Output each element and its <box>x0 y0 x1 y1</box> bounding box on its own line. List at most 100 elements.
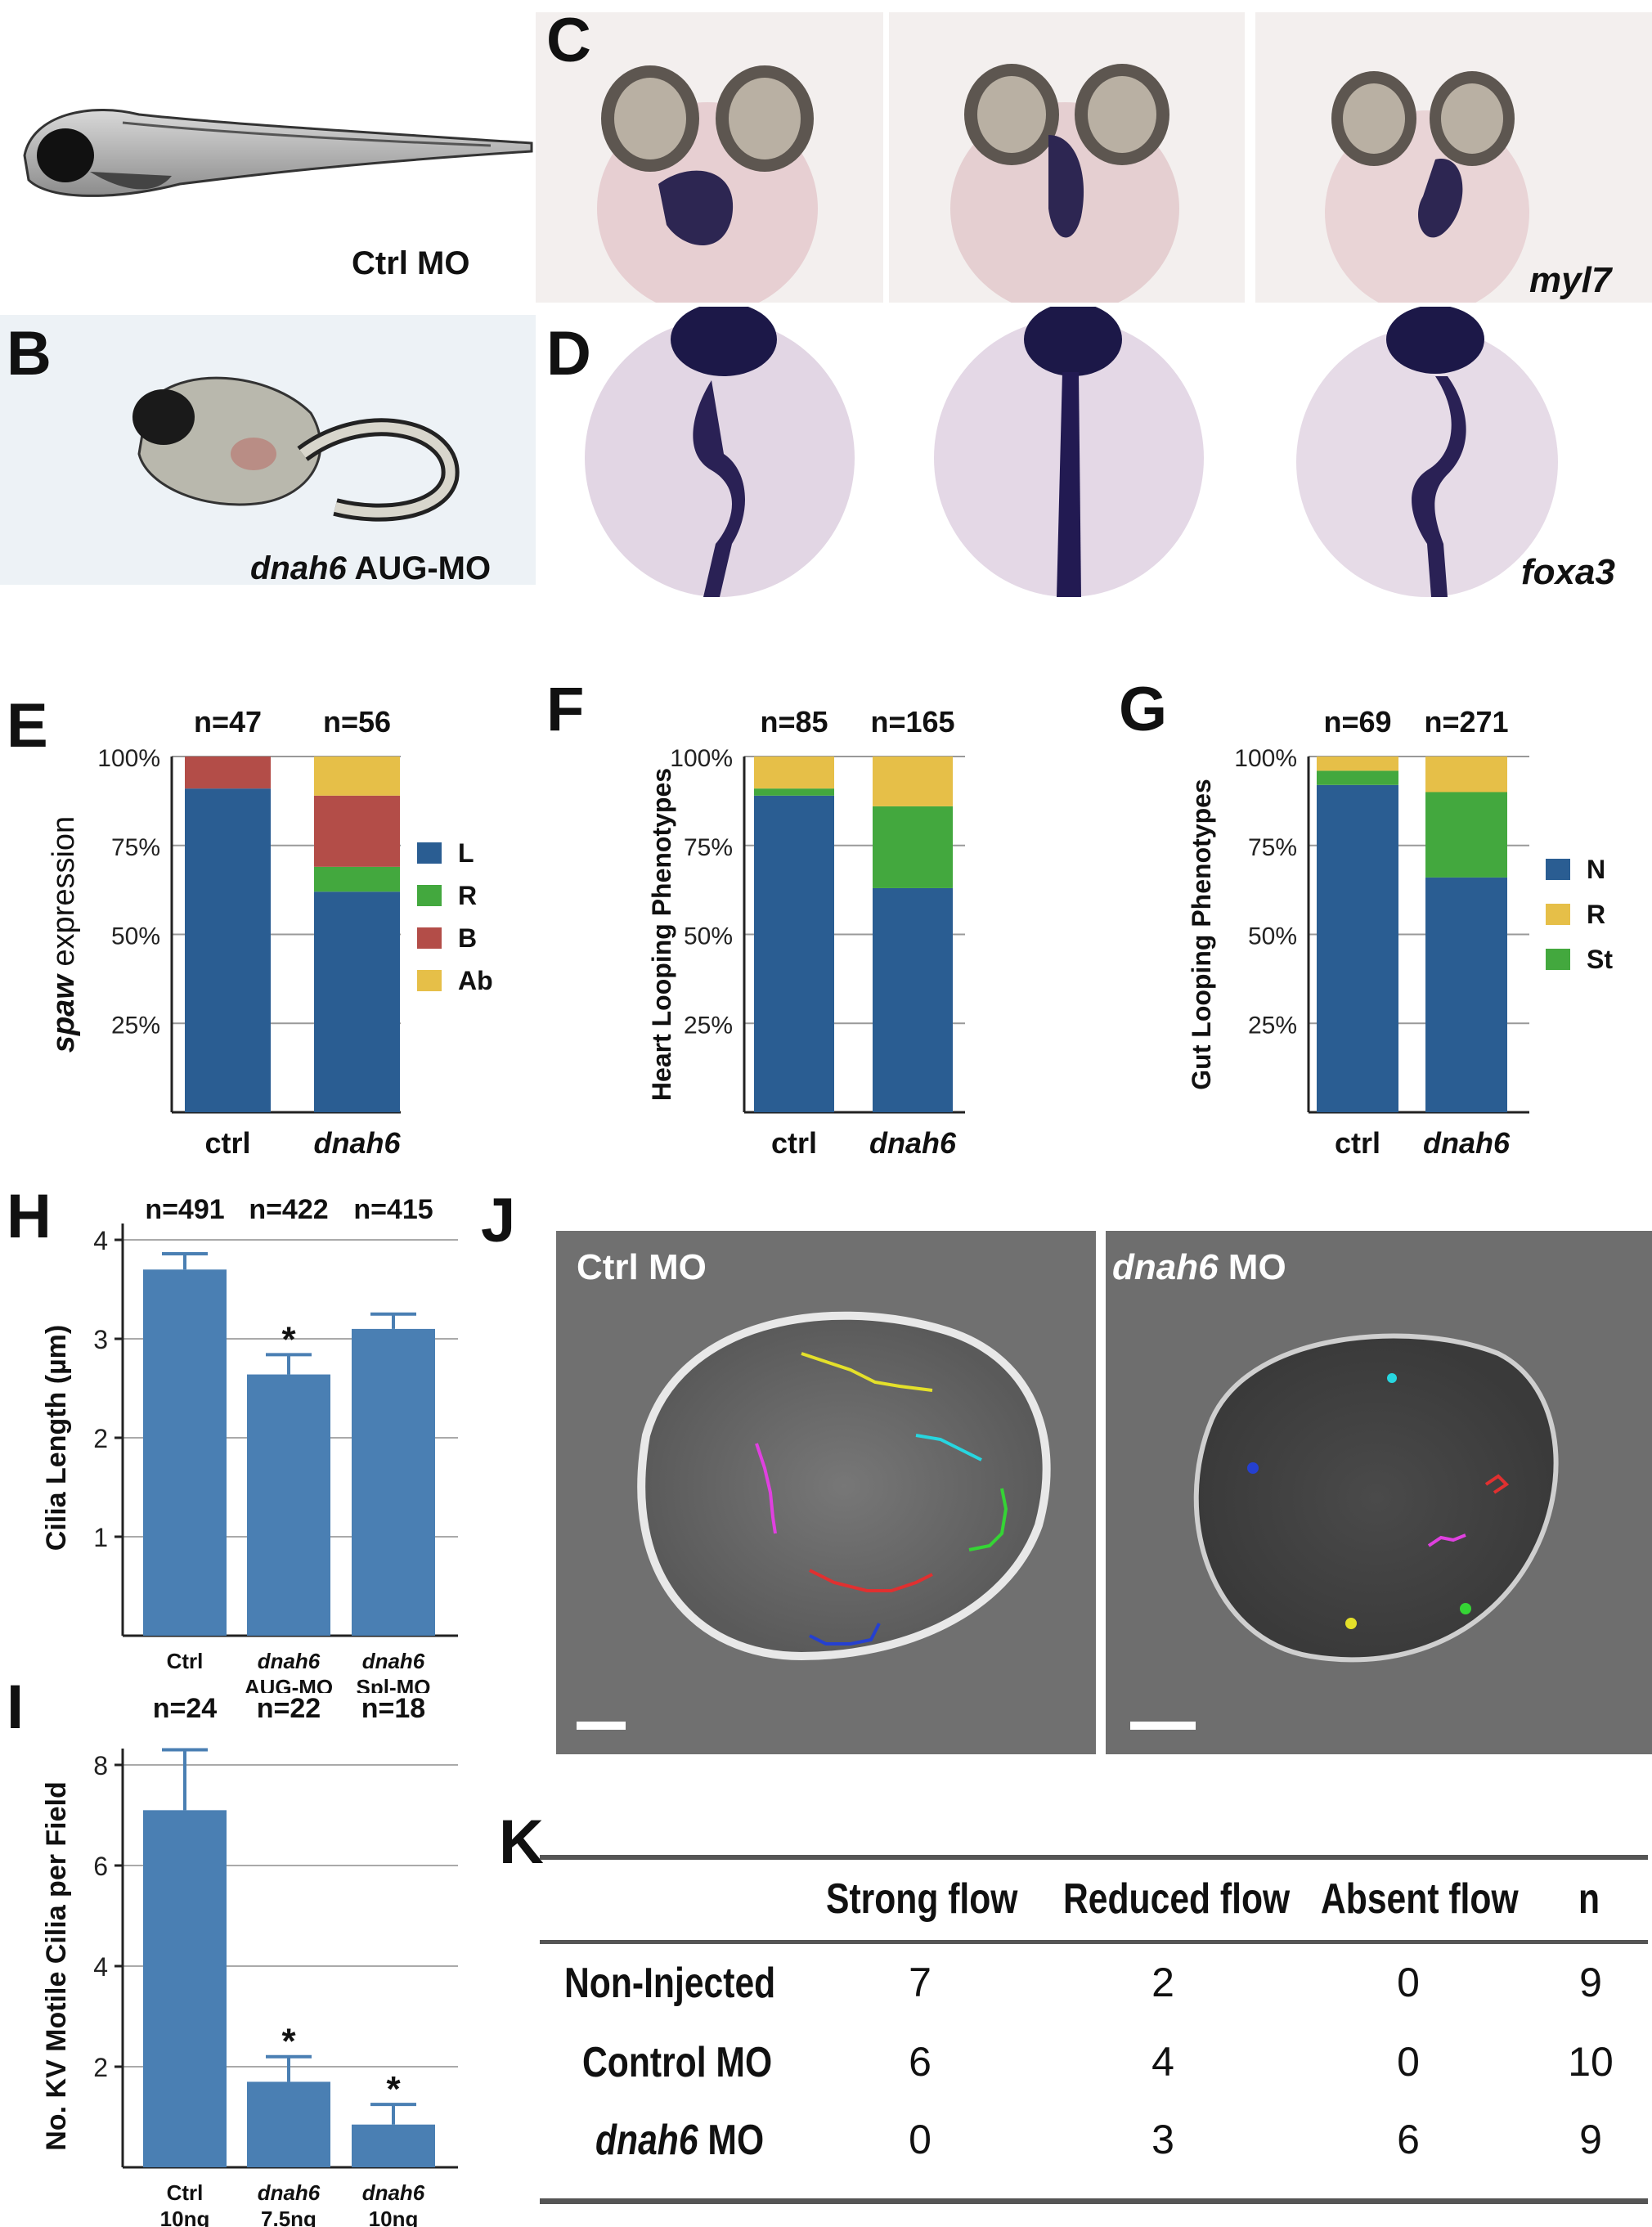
n-label: n=271 <box>1424 705 1508 739</box>
n-label: n=18 <box>361 1693 425 1724</box>
n-label: n=422 <box>249 1194 328 1225</box>
n-label: n=22 <box>257 1693 321 1724</box>
bar <box>247 2081 330 2167</box>
y-tick-label: 3 <box>93 1325 108 1354</box>
panel-label-h: H <box>7 1182 52 1251</box>
cell-control-reduced: 4 <box>1151 2039 1174 2085</box>
cell-noninjected-n: 9 <box>1579 1960 1602 2005</box>
row-label-dnah6-mo: dnah6 MO <box>595 2116 764 2165</box>
y-label-text: expression <box>47 816 81 975</box>
cell-noninjected-absent: 0 <box>1397 1960 1420 2005</box>
panel-label-f: F <box>546 675 585 744</box>
panel-label-d: D <box>546 319 591 388</box>
y-tick-label: 50% <box>1248 923 1297 950</box>
dnah6-aug-mo-caption: dnah6 AUG-MO <box>250 550 491 587</box>
foxa3-label: foxa3 <box>1521 552 1615 592</box>
j-dnah6-gene: dnah6 <box>1112 1247 1219 1287</box>
y-tick-label: 50% <box>684 923 733 950</box>
significance-asterisk: * <box>281 2022 296 2062</box>
col-header-n: n <box>1578 1875 1600 1923</box>
y-tick-label: 4 <box>93 1226 108 1255</box>
kv-ctrl-micrograph <box>556 1231 1096 1754</box>
col-header-reduced-flow: Reduced flow <box>1063 1875 1291 1923</box>
n-label: n=47 <box>194 705 262 739</box>
cell-control-absent: 0 <box>1397 2039 1420 2085</box>
x-category-label: Spl-MO <box>357 1675 431 1693</box>
stacked-bar-segment <box>1425 792 1507 878</box>
panel-label-c: C <box>546 6 591 75</box>
stacked-bar-segment <box>1425 877 1507 1112</box>
j-ctrl-mo-label: Ctrl MO <box>577 1247 707 1287</box>
dnah6-gene-name: dnah6 <box>250 550 347 586</box>
stacked-bar-segment <box>1317 770 1398 785</box>
n-label: n=24 <box>153 1693 218 1724</box>
chart-i: 2468n=24Ctrl10ng*n=22dnah67.5ng*n=18dnah… <box>41 1693 458 2227</box>
stacked-bar-segment <box>1317 757 1398 771</box>
y-tick-label: 8 <box>93 1751 108 1780</box>
y-tick-label: 1 <box>93 1523 108 1552</box>
legend-swatch <box>417 842 442 864</box>
panel-label-g: G <box>1119 675 1168 744</box>
bar <box>247 1374 330 1636</box>
row-label-control-mo: Control MO <box>582 2039 773 2086</box>
row-dnah6-suffix: MO <box>698 2117 765 2164</box>
legend-label: B <box>458 923 477 953</box>
x-category-label: dnah6 <box>869 1126 957 1160</box>
col-header-strong-flow: Strong flow <box>826 1875 1018 1923</box>
ctrl-embryo-photo <box>0 8 536 335</box>
cell-control-strong: 6 <box>909 2039 931 2085</box>
aug-mo-text: AUG-MO <box>346 550 492 586</box>
n-label: n=85 <box>760 705 828 739</box>
legend-label: R <box>1587 900 1605 929</box>
n-label: n=69 <box>1323 705 1391 739</box>
chart-e: 25% 50% 75% 100% ctrl n=47 dnah6 n=56 spaw expre… <box>47 705 493 1160</box>
x-category-label: dnah6 <box>1423 1126 1511 1160</box>
y-tick-label: 25% <box>684 1012 733 1039</box>
legend-swatch <box>417 970 442 991</box>
y-label-gene: spaw <box>47 973 81 1053</box>
y-tick-label: 50% <box>111 923 160 950</box>
stacked-bar-segment <box>185 757 271 789</box>
y-axis-label: Cilia Length (µm) <box>41 1325 72 1551</box>
stacked-bar-segment <box>754 757 834 789</box>
stacked-bar-segment <box>314 866 400 892</box>
x-category-label: AUG-MO <box>245 1675 333 1693</box>
table-top-rule <box>540 1855 1648 1860</box>
foxa3-photo-1 <box>536 307 883 597</box>
panel-label-b: B <box>7 319 52 388</box>
bar <box>143 1810 227 2167</box>
row-dnah6-gene: dnah6 <box>595 2117 698 2164</box>
y-axis-label: No. KV Motile Cilia per Field <box>41 1781 72 2151</box>
legend-label: St <box>1587 945 1613 974</box>
y-tick-label: 2 <box>93 2053 108 2082</box>
panel-label-j: J <box>481 1186 516 1255</box>
x-category-label: dnah6 <box>258 2180 321 2205</box>
x-category-label: 10ng <box>369 2207 419 2227</box>
myl7-label: myl7 <box>1529 260 1612 300</box>
y-tick-label: 100% <box>1234 745 1297 772</box>
legend-swatch <box>417 885 442 906</box>
significance-asterisk: * <box>281 1319 296 1359</box>
bar <box>143 1269 227 1636</box>
y-tick-label: 75% <box>684 834 733 861</box>
stacked-bar-segment <box>185 788 271 1112</box>
legend-label: R <box>458 881 477 910</box>
panel-label-k: K <box>499 1807 544 1877</box>
j-mo-text: MO <box>1218 1247 1286 1287</box>
y-axis-label: spaw expression <box>47 816 81 1053</box>
cell-dnah6-strong: 0 <box>909 2117 931 2162</box>
legend-swatch <box>1546 859 1570 880</box>
x-category-label: ctrl <box>771 1126 817 1160</box>
bar <box>352 2124 435 2167</box>
chart-f: 25% 50% 75% 100% ctrl n=85 dnah6 n=165 Heart Loo… <box>647 705 965 1160</box>
y-axis-label: Heart Looping Phenotypes <box>647 768 676 1101</box>
stacked-bar-segment <box>1425 757 1507 792</box>
cell-noninjected-reduced: 2 <box>1151 1960 1174 2005</box>
n-label: n=415 <box>353 1194 433 1225</box>
table-header-rule <box>540 1940 1648 1944</box>
row-label-non-injected: Non-Injected <box>564 1960 776 2007</box>
x-category-label: Ctrl <box>167 2180 204 2205</box>
legend-label: N <box>1587 855 1605 884</box>
y-axis-label: Gut Looping Phenotypes <box>1187 779 1216 1089</box>
x-category-label: ctrl <box>1335 1126 1380 1160</box>
